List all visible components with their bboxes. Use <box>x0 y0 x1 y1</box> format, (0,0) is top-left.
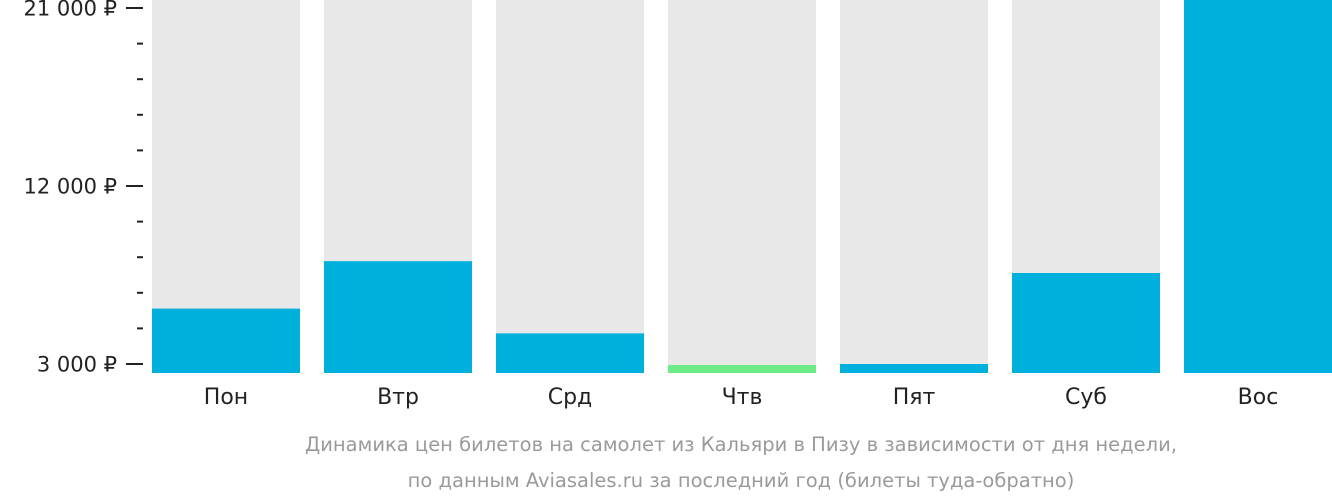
x-axis: Пон Втр Срд Чтв Пят Суб Вос <box>204 385 1279 410</box>
bar-tracks <box>152 0 1332 373</box>
bar-0 <box>152 308 300 373</box>
bar-track-3 <box>668 0 816 373</box>
chart-caption-line-1: Динамика цен билетов на самолет из Калья… <box>305 433 1177 456</box>
bar-1 <box>324 261 472 373</box>
x-tick-label-5: Суб <box>1065 385 1107 410</box>
y-axis: 21 000 ₽ 12 000 ₽ 3 000 ₽ <box>23 0 143 377</box>
bars <box>152 0 1332 373</box>
bar-4 <box>840 364 988 373</box>
bar-3 <box>668 364 816 373</box>
x-tick-label-3: Чтв <box>722 385 763 410</box>
y-tick-label-0: 21 000 ₽ <box>23 0 117 21</box>
x-tick-label-6: Вос <box>1238 385 1279 410</box>
x-tick-label-0: Пон <box>204 385 248 410</box>
bar-2 <box>496 333 644 373</box>
bar-track-2 <box>496 0 644 373</box>
y-tick-label-1: 12 000 ₽ <box>23 175 117 199</box>
x-tick-label-1: Втр <box>377 385 419 410</box>
y-tick-label-2: 3 000 ₽ <box>37 353 117 377</box>
x-tick-label-4: Пят <box>893 385 936 410</box>
chart-caption-line-2: по данным Aviasales.ru за последний год … <box>408 469 1075 492</box>
bar-6 <box>1184 0 1332 373</box>
x-tick-label-2: Срд <box>548 385 593 410</box>
bar-track-4 <box>840 0 988 373</box>
bar-5 <box>1012 273 1160 373</box>
